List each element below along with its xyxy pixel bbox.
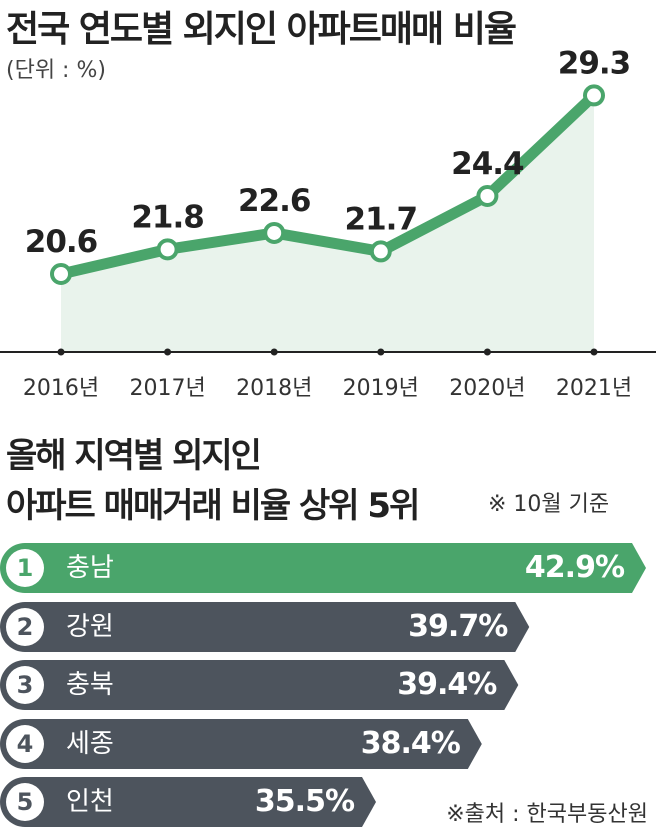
rank-bar-shape-4 <box>0 718 482 769</box>
rank-bar-2 <box>0 601 530 652</box>
rank-row-3: 3 충북 39.4% <box>0 660 656 710</box>
rank-value-3: 39.4% <box>397 667 497 702</box>
data-point-3 <box>369 240 392 263</box>
rank-number-1: 1 <box>6 549 44 587</box>
rank-value-5: 35.5% <box>254 784 355 819</box>
rank-bar-shape-5 <box>0 777 376 827</box>
rank-row-4: 4 세종 38.4% <box>0 718 656 769</box>
x-tick-5 <box>590 348 598 356</box>
x-tick-2 <box>270 348 278 356</box>
series-line <box>55 89 600 280</box>
data-point-0 <box>50 263 72 285</box>
rank-bar-5 <box>0 777 376 827</box>
x-tick-1 <box>164 348 172 356</box>
x-tick-3 <box>377 348 385 356</box>
rank-region-5: 인천 <box>66 787 114 817</box>
rank-number-5: 5 <box>6 783 44 821</box>
rank-region-2: 강원 <box>66 611 114 642</box>
rank-bar-1 <box>0 543 646 593</box>
rank-bar-shape-2 <box>0 601 530 652</box>
data-label-5: 29.3 <box>558 45 631 81</box>
x-tick-label-1: 2017년 <box>129 376 205 401</box>
line-chart: 2016년 2017년 2018년 2019년 2020년 2021년 20.6 21.8 22… <box>0 45 656 401</box>
unit-label: (단위 : %) <box>6 58 106 83</box>
data-point-4 <box>476 185 499 207</box>
ranking-title-line2: 아파트 매매거래 비율 상위 5위 <box>6 486 420 526</box>
rank-bar-shape-1 <box>0 543 646 593</box>
rank-region-4: 세종 <box>66 728 114 759</box>
source-note: ※출처 : 한국부동산원 <box>446 802 648 827</box>
x-tick-label-0: 2016년 <box>23 376 99 401</box>
rank-bar-3 <box>0 660 519 710</box>
data-label-3: 21.7 <box>345 201 418 237</box>
rank-region-1: 충남 <box>66 553 114 583</box>
rank-row-2: 2 강원 39.7% <box>0 601 656 652</box>
rank-value-4: 38.4% <box>360 725 461 761</box>
rank-bar-4 <box>0 718 482 769</box>
x-tick-4 <box>483 348 491 356</box>
rank-number-2: 2 <box>6 607 44 646</box>
rank-region-3: 충북 <box>66 670 114 700</box>
rank-bar-shape-3 <box>0 660 519 710</box>
chart-title: 전국 연도별 외지인 아파트매매 비율 <box>6 9 517 50</box>
data-point-2 <box>263 221 286 244</box>
x-tick-label-2: 2018년 <box>236 376 312 401</box>
rank-number-3: 3 <box>6 666 44 704</box>
data-point-5 <box>583 84 605 107</box>
ranking-title-line1: 올해 지역별 외지인 <box>6 436 262 476</box>
data-label-1: 21.8 <box>131 199 204 235</box>
rank-row-1: 1 충남 42.9% <box>0 543 656 593</box>
rank-value-2: 39.7% <box>408 608 508 644</box>
rank-value-1: 42.9% <box>524 550 625 585</box>
data-label-0: 20.6 <box>25 224 98 260</box>
x-tick-label-4: 2020년 <box>449 376 525 401</box>
rank-row-5: 5 인천 35.5% <box>0 777 656 827</box>
x-tick-0 <box>57 348 65 356</box>
area-fill <box>61 95 594 352</box>
data-label-4: 24.4 <box>451 146 524 182</box>
basis-note: ※ 10월 기준 <box>488 492 610 517</box>
x-tick-label-3: 2019년 <box>343 376 419 401</box>
data-label-2: 22.6 <box>238 183 311 219</box>
rank-number-4: 4 <box>6 724 44 763</box>
x-tick-label-5: 2021년 <box>556 376 632 401</box>
data-point-1 <box>156 238 179 261</box>
